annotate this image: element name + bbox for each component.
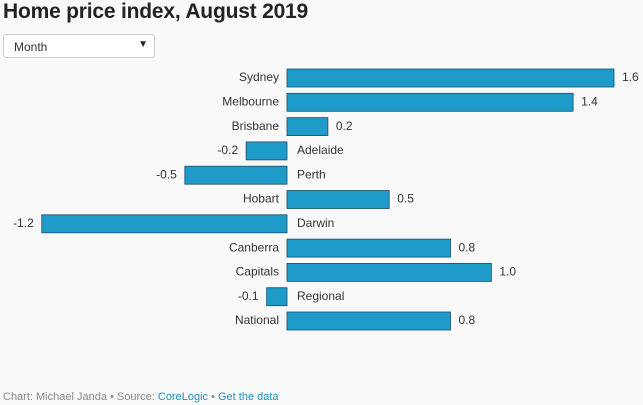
value-label: -0.5 xyxy=(156,167,177,181)
value-label: -0.1 xyxy=(238,289,259,303)
category-label: Perth xyxy=(297,167,326,181)
category-label: Hobart xyxy=(243,192,280,206)
separator: • xyxy=(208,391,218,403)
bar-national xyxy=(286,311,451,331)
bar-melbourne xyxy=(286,92,574,112)
value-label: 1.4 xyxy=(581,94,598,108)
category-label: Darwin xyxy=(297,216,334,230)
category-label: Capitals xyxy=(236,265,279,279)
category-label: Regional xyxy=(297,289,344,303)
value-label: -1.2 xyxy=(13,216,34,230)
get-data-link[interactable]: Get the data xyxy=(217,391,279,403)
bar-chart: Sydney 1.6 Melbourne 1.4 Brisbane 0.2 Adelaide… xyxy=(13,68,639,331)
dropdown-value: Month xyxy=(14,40,48,54)
category-label: Adelaide xyxy=(297,143,344,157)
value-label: 0.5 xyxy=(397,192,414,206)
value-label: 0.8 xyxy=(459,240,476,254)
category-label: Sydney xyxy=(239,70,279,84)
period-dropdown[interactable]: Month ▼ xyxy=(3,34,155,58)
triangle-down-icon: ▼ xyxy=(138,39,148,50)
category-label: Canberra xyxy=(229,240,279,254)
bar-capitals xyxy=(286,262,492,282)
bar-darwin xyxy=(41,214,288,234)
bar-sydney xyxy=(286,68,615,88)
value-label: -0.2 xyxy=(217,143,238,157)
value-label: 1.0 xyxy=(499,265,516,279)
bar-canberra xyxy=(286,238,451,258)
chart-footer: Chart: Michael Janda • Source: CoreLogic… xyxy=(3,391,279,403)
source-link[interactable]: CoreLogic xyxy=(157,391,209,403)
credit-text: Chart: Michael Janda • Source: xyxy=(3,391,158,403)
value-label: 1.6 xyxy=(622,70,639,84)
category-label: Melbourne xyxy=(222,94,279,108)
bar-regional xyxy=(266,287,288,307)
chart-title: Home price index, August 2019 xyxy=(3,0,309,23)
bar-hobart xyxy=(286,190,390,209)
category-label: Brisbane xyxy=(232,119,280,133)
category-label: National xyxy=(235,313,279,327)
value-label: 0.2 xyxy=(336,119,353,133)
bar-brisbane xyxy=(286,117,329,136)
value-label: 0.8 xyxy=(459,313,476,327)
bar-perth xyxy=(184,165,288,185)
bar-adelaide xyxy=(245,141,288,161)
